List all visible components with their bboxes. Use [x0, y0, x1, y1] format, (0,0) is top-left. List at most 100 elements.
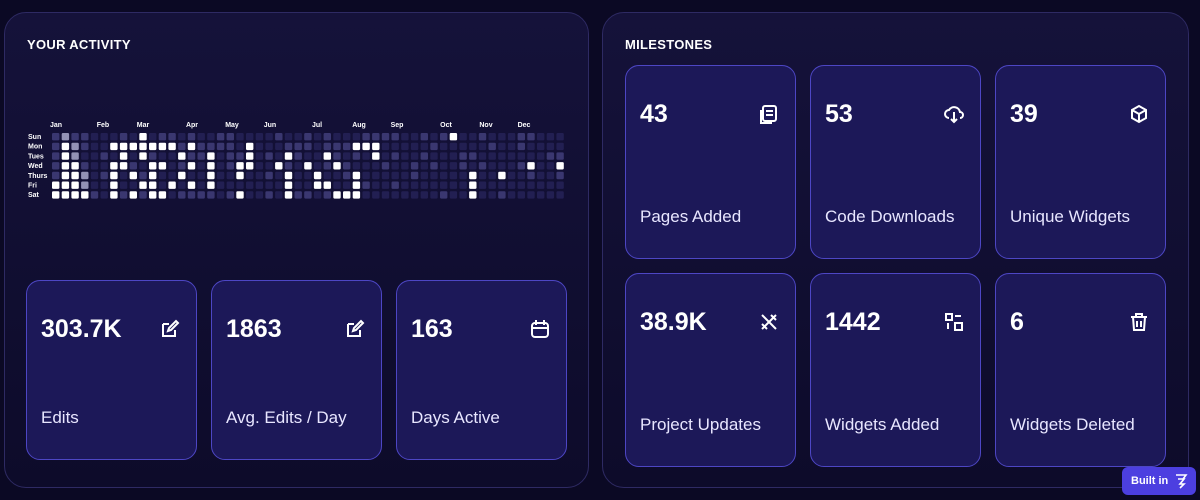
heatmap-cell — [449, 181, 458, 189]
heatmap-cell — [294, 133, 302, 141]
heatmap-cell — [187, 152, 196, 160]
heatmap-cell — [440, 162, 448, 170]
heatmap-cell — [275, 142, 283, 151]
heatmap-cell — [381, 171, 390, 180]
heatmap-cell — [488, 171, 496, 180]
heatmap-cell — [537, 142, 545, 151]
heatmap-cell — [352, 191, 361, 199]
heatmap-cell — [158, 191, 167, 199]
heatmap-cell — [168, 162, 176, 170]
heatmap-cell — [90, 162, 99, 170]
heatmap-cell — [149, 142, 157, 151]
stat-card: 303.7K Edits — [26, 280, 197, 460]
heatmap-cell — [226, 191, 234, 199]
heatmap-cell — [343, 133, 351, 141]
heatmap-cell — [187, 171, 196, 180]
stat-icon — [1131, 104, 1147, 124]
badge-icon — [1176, 474, 1188, 489]
heatmap-cell — [197, 181, 205, 189]
heatmap-cell — [430, 171, 438, 180]
heatmap-cell — [556, 171, 564, 180]
stat-value: 1863 — [226, 315, 282, 343]
heatmap-cell — [178, 191, 186, 199]
heatmap-cell — [498, 181, 506, 189]
heatmap-cell — [313, 181, 322, 189]
heatmap-cell — [226, 171, 234, 180]
heatmap-cell — [255, 162, 264, 170]
heatmap-cell — [71, 133, 79, 141]
heatmap-cell — [158, 162, 167, 170]
built-in-badge[interactable]: Built in — [1122, 467, 1196, 495]
heatmap-cell — [410, 133, 419, 141]
heatmap-cell — [459, 191, 467, 199]
heatmap-cell — [362, 162, 370, 170]
heatmap-cell — [168, 133, 176, 141]
heatmap-cell — [246, 181, 254, 189]
heatmap-cell — [362, 191, 370, 199]
heatmap-cell — [119, 191, 128, 199]
heatmap-cell — [507, 133, 516, 141]
heatmap-cell — [401, 152, 409, 160]
heatmap-cell — [478, 191, 487, 199]
heatmap-cell — [401, 171, 409, 180]
heatmap-cell — [81, 142, 89, 151]
heatmap-cell — [178, 133, 186, 141]
heatmap-cell — [323, 133, 331, 141]
stat-card: 163 Days Active — [396, 280, 567, 460]
heatmap-cell — [197, 152, 205, 160]
heatmap-cell — [81, 181, 89, 189]
heatmap-cell — [459, 133, 467, 141]
heatmap-cell — [71, 191, 79, 199]
heatmap-cell — [52, 171, 60, 180]
heatmap-cell — [100, 181, 108, 189]
stat-value: 43 — [640, 100, 668, 128]
heatmap-cell — [197, 142, 205, 151]
heatmap-cell — [284, 133, 293, 141]
month-label: Oct — [440, 122, 452, 129]
heatmap-cell — [187, 191, 196, 199]
heatmap-cell — [372, 162, 380, 170]
heatmap-cell — [478, 181, 487, 189]
heatmap-cell — [168, 191, 176, 199]
heatmap-cell — [149, 171, 157, 180]
heatmap-cell — [420, 191, 428, 199]
heatmap-cell — [391, 191, 399, 199]
heatmap-cell — [449, 142, 458, 151]
heatmap-cell — [178, 171, 186, 180]
heatmap-cell — [440, 181, 448, 189]
heatmap-cell — [100, 133, 108, 141]
stat-icon — [162, 319, 180, 337]
heatmap-cell — [304, 142, 312, 151]
heatmap-cell — [304, 162, 312, 170]
heatmap-cell — [430, 133, 438, 141]
heatmap-cell — [420, 142, 428, 151]
heatmap-cell — [139, 142, 147, 151]
heatmap-cell — [323, 171, 331, 180]
heatmap-cell — [246, 133, 254, 141]
heatmap-cell — [52, 191, 60, 199]
heatmap-cell — [488, 152, 496, 160]
heatmap-cell — [372, 133, 380, 141]
heatmap-cell — [507, 162, 516, 170]
heatmap-cell — [100, 142, 108, 151]
heatmap-cell — [81, 152, 89, 160]
heatmap-cell — [149, 152, 157, 160]
heatmap-cell — [119, 152, 128, 160]
heatmap-cell — [498, 142, 506, 151]
heatmap-cell — [546, 152, 555, 160]
heatmap-cell — [323, 162, 331, 170]
heatmap-cell — [255, 152, 264, 160]
stat-value: 6 — [1010, 308, 1024, 336]
heatmap-cell — [430, 162, 438, 170]
heatmap-cell — [255, 142, 264, 151]
heatmap-cell — [449, 191, 458, 199]
heatmap-cell — [149, 191, 157, 199]
stat-label: Code Downloads — [825, 207, 955, 226]
heatmap-cell — [323, 191, 331, 199]
heatmap-cell — [110, 181, 118, 189]
stat-label: Avg. Edits / Day — [226, 408, 347, 427]
heatmap-cell — [119, 181, 128, 189]
heatmap-cell — [61, 191, 70, 199]
heatmap-cell — [459, 181, 467, 189]
heatmap-cell — [498, 191, 506, 199]
